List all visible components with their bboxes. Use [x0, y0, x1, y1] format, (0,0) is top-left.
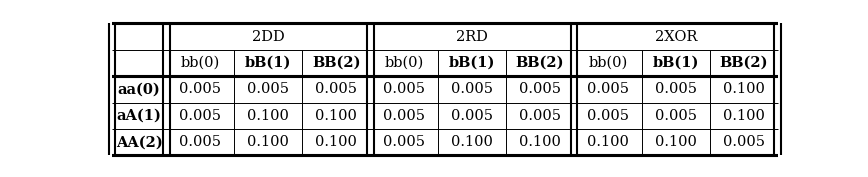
- Text: bB(1): bB(1): [449, 56, 496, 70]
- Text: 0.100: 0.100: [315, 135, 358, 149]
- Text: 0.005: 0.005: [180, 82, 221, 96]
- Text: 0.005: 0.005: [587, 82, 629, 96]
- Text: 2RD: 2RD: [457, 30, 488, 44]
- Text: bb(0): bb(0): [385, 56, 424, 70]
- Text: 0.005: 0.005: [655, 109, 697, 123]
- Text: 0.100: 0.100: [247, 109, 289, 123]
- Text: 0.005: 0.005: [384, 82, 425, 96]
- Text: 0.005: 0.005: [519, 109, 561, 123]
- Text: 2XOR: 2XOR: [654, 30, 697, 44]
- Text: 0.005: 0.005: [315, 82, 358, 96]
- Text: 0.005: 0.005: [723, 135, 765, 149]
- Text: 0.005: 0.005: [519, 82, 561, 96]
- Text: 0.100: 0.100: [655, 135, 697, 149]
- Text: 0.005: 0.005: [180, 135, 221, 149]
- Text: aa(0): aa(0): [118, 82, 161, 96]
- Text: bB(1): bB(1): [245, 56, 292, 70]
- Text: 0.005: 0.005: [384, 135, 425, 149]
- Text: 0.100: 0.100: [451, 135, 493, 149]
- Text: 0.005: 0.005: [587, 109, 629, 123]
- Text: 0.005: 0.005: [451, 82, 493, 96]
- Text: bb(0): bb(0): [181, 56, 220, 70]
- Text: bb(0): bb(0): [589, 56, 628, 70]
- Text: 2DD: 2DD: [252, 30, 285, 44]
- Text: 0.005: 0.005: [180, 109, 221, 123]
- Text: 0.005: 0.005: [655, 82, 697, 96]
- Text: 0.100: 0.100: [723, 82, 765, 96]
- Text: 0.100: 0.100: [519, 135, 561, 149]
- Text: BB(2): BB(2): [516, 56, 564, 70]
- Text: AA(2): AA(2): [115, 135, 162, 149]
- Text: 0.005: 0.005: [451, 109, 493, 123]
- Text: 0.005: 0.005: [247, 82, 289, 96]
- Text: 0.100: 0.100: [587, 135, 629, 149]
- Text: aA(1): aA(1): [116, 109, 161, 123]
- Text: 0.100: 0.100: [247, 135, 289, 149]
- Text: BB(2): BB(2): [720, 56, 768, 70]
- Text: 0.005: 0.005: [384, 109, 425, 123]
- Text: BB(2): BB(2): [312, 56, 360, 70]
- Text: 0.100: 0.100: [723, 109, 765, 123]
- Text: bB(1): bB(1): [653, 56, 699, 70]
- Text: 0.100: 0.100: [315, 109, 358, 123]
